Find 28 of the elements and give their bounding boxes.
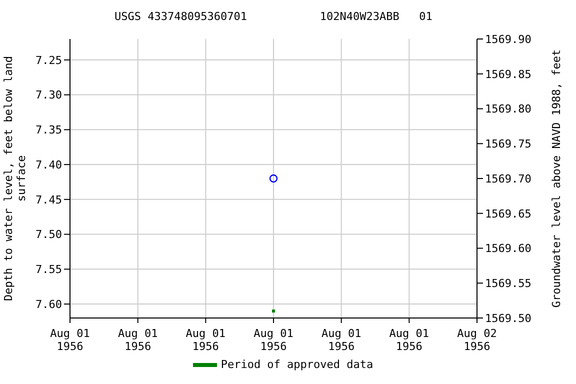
x-tick-label: Aug 02 1956 — [457, 327, 497, 353]
y-axis-title: Depth to water level, feet below land surface — [2, 56, 28, 302]
y2-tick-label: 1569.60 — [485, 242, 532, 256]
y2-tick-label: 1569.90 — [485, 32, 532, 46]
x-tick-label: Aug 01 1956 — [50, 327, 90, 353]
y-tick-label: 7.35 — [36, 124, 62, 137]
y2-tick-label: 1569.55 — [485, 277, 532, 290]
y-tick-label: 7.40 — [36, 158, 62, 172]
y-tick-label: 7.25 — [36, 54, 62, 67]
y2-axis-title: Groundwater level above NAVD 1988, feet — [550, 49, 563, 308]
x-tick-label: Aug 01 1956 — [389, 327, 430, 353]
y2-tick-label: 1569.65 — [485, 207, 532, 220]
legend-label: Period of approved data — [220, 358, 374, 371]
y-tick-label: 7.45 — [36, 193, 62, 206]
y2-tick-label: 1569.70 — [485, 172, 532, 186]
y-tick-label: 7.50 — [36, 228, 62, 242]
x-tick-label: Aug 01 1956 — [321, 327, 362, 353]
y2-tick-label: 1569.50 — [485, 312, 532, 325]
y-tick-label: 7.55 — [36, 263, 62, 276]
chart-title: USGS 433748095360701 102N40W23ABB 01 — [114, 10, 434, 23]
x-tick-label: Aug 01 1956 — [186, 327, 226, 353]
y2-tick-label: 1569.75 — [485, 138, 532, 151]
y2-tick-label: 1569.80 — [485, 102, 532, 116]
x-tick-label: Aug 01 1956 — [118, 327, 158, 353]
x-tick-label: Aug 01 1956 — [254, 327, 294, 353]
y-tick-label: 7.30 — [36, 88, 62, 102]
y2-tick-label: 1569.85 — [485, 68, 532, 81]
y-tick-label: 7.60 — [36, 298, 62, 311]
